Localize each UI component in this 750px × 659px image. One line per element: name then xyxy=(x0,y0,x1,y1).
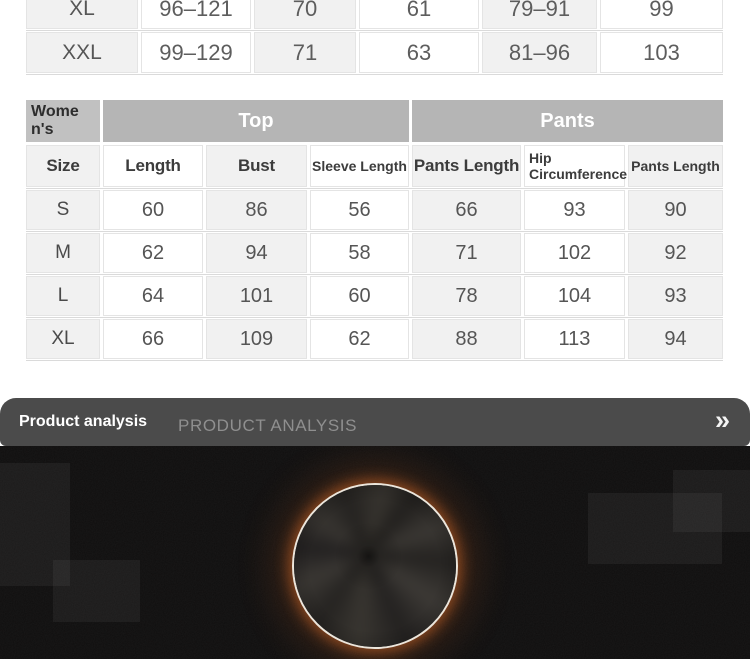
table-cell: 64 xyxy=(103,276,203,316)
table-cell: XXL xyxy=(26,32,138,73)
table-row: L 64 101 60 78 104 93 xyxy=(26,276,723,318)
table-cell: Pants Length xyxy=(628,145,723,187)
table-cell: Bust xyxy=(206,145,307,187)
table-cell: Sleeve Length xyxy=(310,145,409,187)
table-cell: XL xyxy=(26,0,138,29)
table-cell: 94 xyxy=(206,233,307,273)
womens-size-table: Women's Top Pants Size Length Bust Sleeve L… xyxy=(26,100,723,362)
table-cell: M xyxy=(26,233,100,273)
table-cell: 88 xyxy=(412,319,521,359)
table-cell: 90 xyxy=(628,190,723,230)
table-cell: 99–129 xyxy=(141,32,251,73)
table-cell: 60 xyxy=(310,276,409,316)
table-cell: 99 xyxy=(600,0,723,29)
table-row: S 60 86 56 66 93 90 xyxy=(26,190,723,232)
product-analysis-bar: Product analysis PRODUCT ANALYSIS » xyxy=(0,398,750,446)
table-cell: 109 xyxy=(206,319,307,359)
table-cell: 61 xyxy=(359,0,479,29)
fabric-swatch-image xyxy=(292,483,458,649)
table-cell: 102 xyxy=(524,233,625,273)
table-cell: 92 xyxy=(628,233,723,273)
table-row: XXL 99–129 71 63 81–96 103 xyxy=(26,32,723,75)
top-group-header: Top xyxy=(103,100,409,142)
pants-group-header: Pants xyxy=(412,100,723,142)
upper-size-table: XL 96–121 70 61 79–91 99 XXL 99–129 71 63 81–96 103 xyxy=(26,0,723,76)
section-title: Product analysis xyxy=(19,413,148,430)
table-row: XL 96–121 70 61 79–91 99 xyxy=(26,0,723,31)
section-subtitle: PRODUCT ANALYSIS xyxy=(178,416,358,435)
table-row: M 62 94 58 71 102 92 xyxy=(26,233,723,275)
table-cell: 81–96 xyxy=(482,32,597,73)
table-cell: 58 xyxy=(310,233,409,273)
table-cell: 93 xyxy=(524,190,625,230)
table-cell: 93 xyxy=(628,276,723,316)
table-header-row: Size Length Bust Sleeve Length Pants Length H… xyxy=(26,145,723,189)
table-cell: Size xyxy=(26,145,100,187)
table-cell: 56 xyxy=(310,190,409,230)
table-cell: Hip Circumference xyxy=(524,145,627,187)
double-chevron-right-icon: » xyxy=(714,404,730,435)
table-cell: 60 xyxy=(103,190,203,230)
fabric-swirl xyxy=(294,485,456,647)
table-cell: 66 xyxy=(103,319,203,359)
table-cell: 78 xyxy=(412,276,521,316)
table-cell: 104 xyxy=(524,276,625,316)
table-row: XL 66 109 62 88 113 94 xyxy=(26,319,723,361)
table-cell: 86 xyxy=(206,190,307,230)
table-cell: Length xyxy=(103,145,203,187)
product-analysis-section xyxy=(0,446,750,659)
table-cell: 94 xyxy=(628,319,723,359)
table-group-header-row: Women's Top Pants xyxy=(26,100,723,142)
table-cell: 96–121 xyxy=(141,0,251,29)
table-cell: 70 xyxy=(254,0,356,29)
table-cell: 62 xyxy=(310,319,409,359)
table-cell: 71 xyxy=(254,32,356,73)
table-cell: L xyxy=(26,276,100,316)
table-cell: 62 xyxy=(103,233,203,273)
table-cell: 101 xyxy=(206,276,307,316)
table-cell: 63 xyxy=(359,32,479,73)
table-cell: 71 xyxy=(412,233,521,273)
table-cell: Pants Length xyxy=(412,145,521,187)
table-cell: 103 xyxy=(600,32,723,73)
table-cell: XL xyxy=(26,319,100,359)
table-cell: 113 xyxy=(524,319,625,359)
table-cell: S xyxy=(26,190,100,230)
table-cell: 66 xyxy=(412,190,521,230)
corner-header-cell: Women's xyxy=(26,100,100,142)
table-cell: 79–91 xyxy=(482,0,597,29)
